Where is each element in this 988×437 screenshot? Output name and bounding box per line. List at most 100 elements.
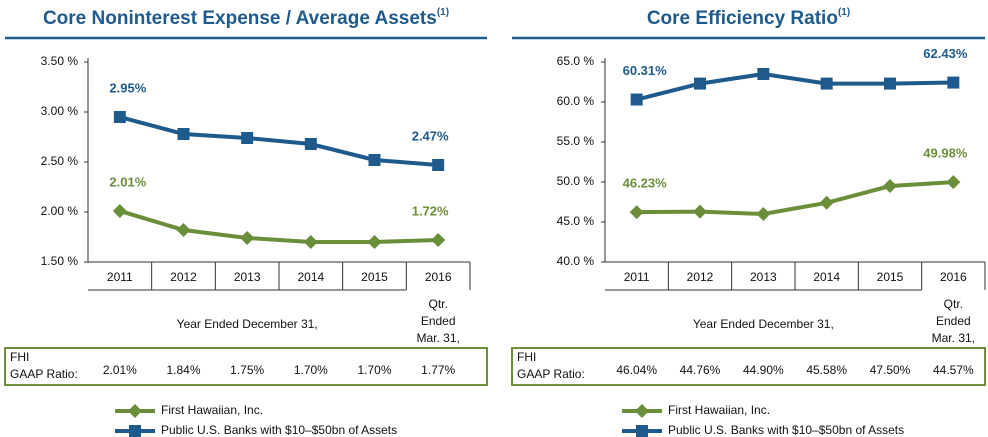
period-label: Year Ended December 31, — [177, 317, 318, 331]
marker — [820, 77, 833, 90]
legend-label: Public U.S. Banks with $10–$50bn of Asse… — [161, 423, 397, 437]
last-period-label: Ended — [421, 314, 456, 328]
table-box — [511, 347, 986, 386]
table-value: 1.70% — [294, 363, 328, 377]
table-value: 1.77% — [421, 363, 455, 377]
y-tick-label: 2.50 % — [41, 154, 79, 168]
legend-marker — [636, 425, 648, 437]
last-period-label: Qtr. — [944, 297, 963, 311]
table-value: 46.04% — [616, 363, 657, 377]
value-label: 2.47% — [412, 128, 449, 143]
value-label: 2.95% — [109, 80, 146, 95]
x-tick-label: 2015 — [877, 270, 904, 284]
last-period-label: Ended — [936, 314, 971, 328]
table-label: FHI — [517, 350, 536, 364]
x-tick-label: 2013 — [750, 270, 777, 284]
x-tick-label: 2011 — [107, 270, 133, 284]
marker — [946, 175, 961, 190]
period-label: Year Ended December 31, — [693, 317, 834, 331]
marker — [630, 93, 643, 106]
series-line — [119, 209, 439, 244]
legend-marker — [129, 425, 141, 437]
table-value: 47.50% — [870, 363, 911, 377]
last-period-label: Mar. 31, — [932, 331, 975, 345]
marker — [947, 76, 960, 89]
y-tick-label: 65.0 % — [557, 54, 595, 68]
table-box — [4, 347, 488, 386]
legend-label: First Hawaiian, Inc. — [161, 403, 263, 417]
x-tick-label: 2011 — [624, 270, 650, 284]
table-value: 1.75% — [230, 363, 264, 377]
marker — [303, 235, 318, 249]
marker — [757, 68, 770, 80]
title-text: Core Efficiency Ratio — [647, 8, 838, 29]
y-tick-label: 55.0 % — [557, 134, 595, 148]
last-period-label: Qtr. — [428, 297, 447, 311]
table-value: 1.84% — [166, 363, 200, 377]
legend-label: First Hawaiian, Inc. — [668, 403, 770, 417]
table-label: FHI — [10, 350, 29, 364]
marker — [432, 159, 445, 171]
x-tick-label: 2014 — [297, 270, 324, 284]
series-line — [636, 71, 954, 102]
series-line — [636, 180, 954, 217]
x-tick-label: 2013 — [234, 270, 261, 284]
marker — [819, 195, 834, 210]
table-label: GAAP Ratio: — [10, 367, 78, 381]
value-label: 46.23% — [623, 176, 668, 191]
marker — [368, 154, 381, 166]
table-value: 2.01% — [103, 363, 137, 377]
marker — [367, 235, 382, 249]
x-tick-label: 2016 — [940, 270, 967, 284]
marker — [694, 77, 706, 90]
table-value: 1.70% — [357, 363, 391, 377]
x-tick-label: 2016 — [425, 270, 452, 284]
legend-marker — [635, 404, 649, 418]
series-line — [119, 115, 439, 167]
value-label: 1.72% — [412, 203, 449, 218]
y-tick-label: 60.0 % — [557, 94, 595, 108]
legend-marker — [128, 404, 142, 418]
title-note: (1) — [838, 7, 850, 18]
marker — [177, 128, 190, 140]
y-tick-label: 3.00 % — [41, 104, 79, 118]
value-label: 62.43% — [923, 46, 968, 61]
value-label: 49.98% — [923, 146, 968, 161]
marker — [883, 179, 897, 193]
title-note: (1) — [437, 7, 449, 18]
table-label: GAAP Ratio: — [517, 367, 585, 381]
table-value: 45.58% — [806, 363, 847, 377]
table-value: 44.57% — [933, 363, 974, 377]
value-label: 2.01% — [109, 174, 146, 189]
legend-label: Public U.S. Banks with $10–$50bn of Asse… — [668, 423, 904, 437]
title-text: Core Noninterest Expense / Average Asset… — [43, 8, 437, 29]
marker — [176, 223, 191, 237]
y-tick-label: 3.50 % — [41, 54, 79, 68]
y-tick-label: 45.0 % — [557, 214, 595, 228]
y-tick-label: 1.50 % — [41, 254, 79, 268]
x-tick-label: 2014 — [813, 270, 840, 284]
marker — [884, 77, 896, 90]
y-tick-label: 40.0 % — [557, 254, 595, 268]
y-tick-label: 2.00 % — [41, 204, 79, 218]
marker — [629, 205, 644, 220]
table-value: 44.76% — [680, 363, 721, 377]
chart-title: Core Efficiency Ratio(1) — [647, 7, 850, 29]
marker — [756, 207, 771, 221]
chart-title: Core Noninterest Expense / Average Asset… — [43, 7, 449, 29]
x-tick-label: 2012 — [687, 270, 714, 284]
marker — [112, 204, 127, 218]
marker — [431, 233, 446, 247]
value-label: 60.31% — [623, 63, 668, 78]
marker — [241, 132, 254, 144]
table-value: 44.90% — [743, 363, 784, 377]
marker — [304, 138, 317, 150]
x-tick-label: 2012 — [170, 270, 197, 284]
x-tick-label: 2015 — [361, 270, 388, 284]
marker — [240, 231, 255, 245]
y-tick-label: 50.0 % — [557, 174, 595, 188]
marker — [113, 111, 126, 123]
last-period-label: Mar. 31, — [416, 331, 459, 345]
marker — [693, 204, 707, 219]
